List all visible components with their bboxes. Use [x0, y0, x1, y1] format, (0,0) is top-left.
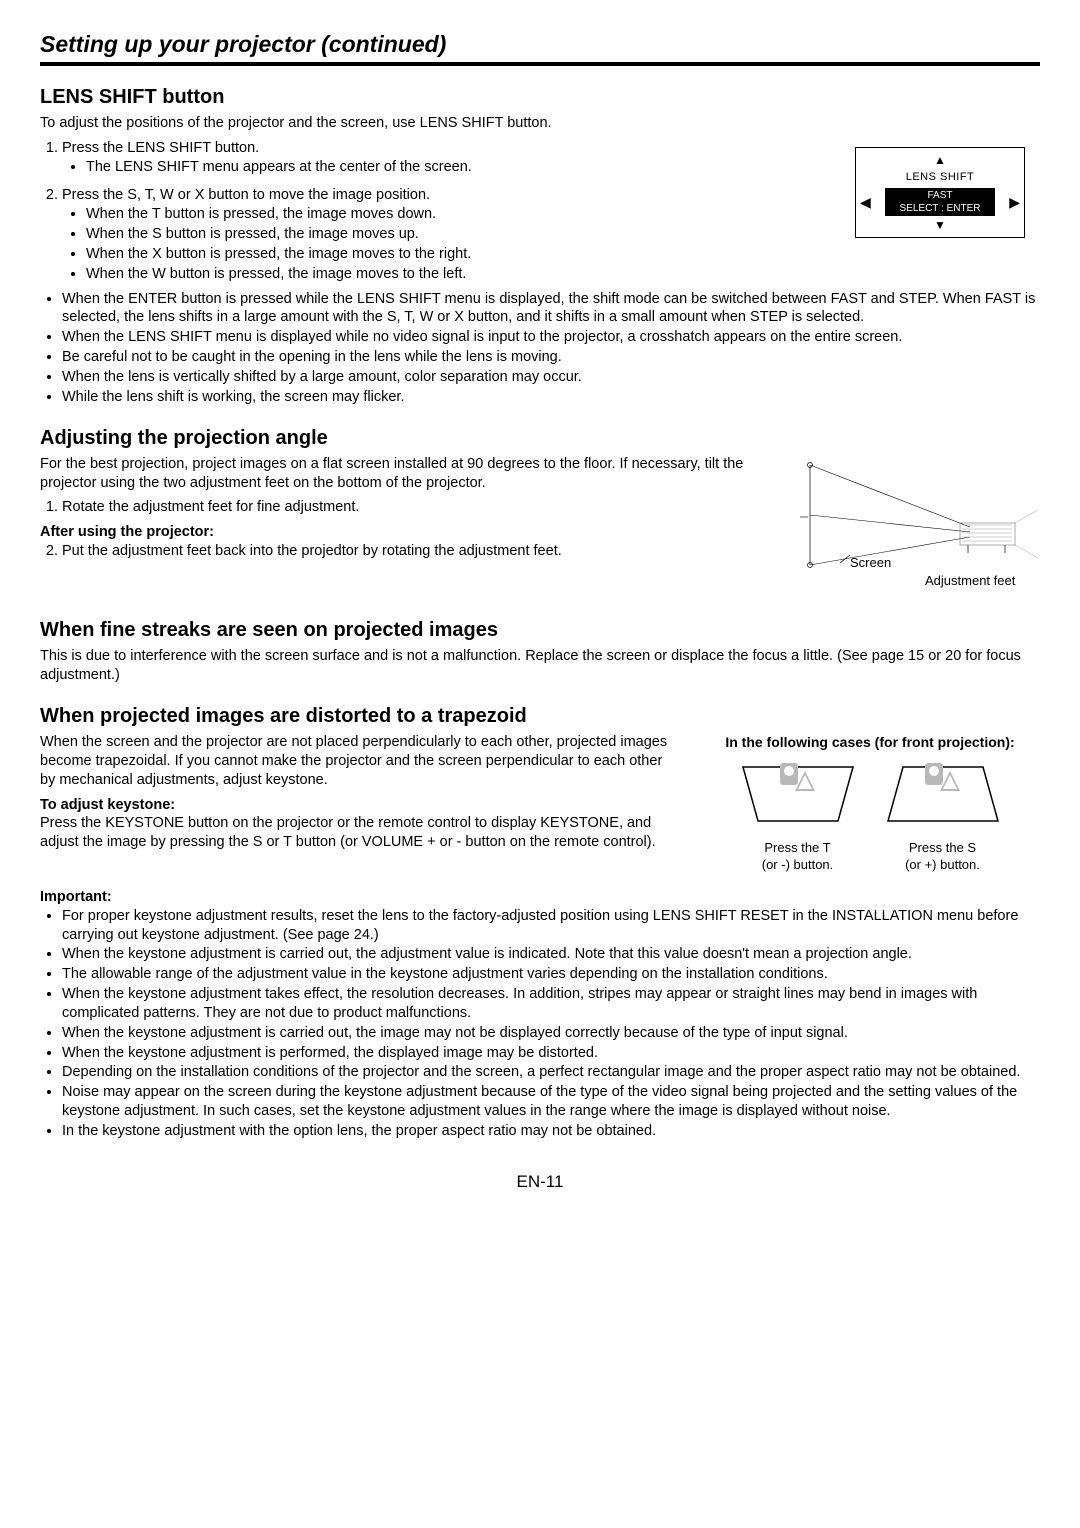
fast-box: FAST SELECT : ENTER — [885, 188, 995, 216]
arrow-down-icon: ▼ — [860, 219, 1020, 231]
lens-bullet-3: Be careful not to be caught in the openi… — [62, 348, 1040, 367]
trap1-line1: Press the T — [738, 840, 858, 857]
lens-bullet-5: While the lens shift is working, the scr… — [62, 388, 1040, 407]
angle-step1: Rotate the adjustment feet for fine adju… — [62, 498, 780, 517]
trapezoid-diagram-2 — [883, 759, 1003, 835]
arrow-right-icon: ▶ — [1009, 193, 1020, 211]
trap1-line2: (or -) button. — [738, 857, 858, 874]
page-number: EN-11 — [40, 1171, 1040, 1193]
lens-step2-text: Press the S, T, W or X button to move th… — [62, 187, 430, 203]
important-8: Noise may appear on the screen during th… — [62, 1083, 1040, 1121]
lens-bullet-1: When the ENTER button is pressed while t… — [62, 290, 1040, 328]
important-9: In the keystone adjustment with the opti… — [62, 1122, 1040, 1141]
streaks-heading: When fine streaks are seen on projected … — [40, 617, 1040, 643]
lens-step2-b4: When the W button is pressed, the image … — [86, 265, 835, 284]
trapezoid-diagram-1 — [738, 759, 858, 835]
page-header: Setting up your projector (continued) — [40, 30, 1040, 66]
select-label: SELECT : ENTER — [887, 202, 993, 215]
angle-after-label: After using the projector: — [40, 523, 780, 542]
lens-step2-b3: When the X button is pressed, the image … — [86, 245, 835, 264]
screen-label: Screen — [850, 555, 891, 572]
lens-diagram-title: LENS SHIFT — [860, 170, 1020, 184]
streaks-text: This is due to interference with the scr… — [40, 647, 1040, 685]
lens-shift-diagram: ▲ LENS SHIFT ◀ FAST SELECT : ENTER ▶ ▼ — [855, 147, 1025, 238]
lens-step-1: Press the LENS SHIFT button. The LENS SH… — [62, 139, 835, 177]
lens-step2-b1: When the T button is pressed, the image … — [86, 205, 835, 224]
angle-heading: Adjusting the projection angle — [40, 425, 1040, 451]
important-3: The allowable range of the adjustment va… — [62, 965, 1040, 984]
trap2-line2: (or +) button. — [883, 857, 1003, 874]
trapezoid-case-2: Press the S (or +) button. — [883, 759, 1003, 874]
trapezoid-case-1: Press the T (or -) button. — [738, 759, 858, 874]
important-1: For proper keystone adjustment results, … — [62, 907, 1040, 945]
trapezoid-intro: When the screen and the projector are no… — [40, 733, 680, 790]
important-6: When the keystone adjustment is performe… — [62, 1044, 1040, 1063]
important-4: When the keystone adjustment takes effec… — [62, 985, 1040, 1023]
cases-label: In the following cases (for front projec… — [700, 733, 1040, 751]
lens-step2-b2: When the S button is pressed, the image … — [86, 225, 835, 244]
trapezoid-heading: When projected images are distorted to a… — [40, 703, 1040, 729]
important-5: When the keystone adjustment is carried … — [62, 1024, 1040, 1043]
lens-shift-heading: LENS SHIFT button — [40, 84, 1040, 110]
fast-label: FAST — [887, 189, 993, 202]
lens-step1-text: Press the LENS SHIFT button. — [62, 140, 259, 156]
arrow-left-icon: ◀ — [860, 193, 871, 211]
arrow-up-icon: ▲ — [860, 154, 1020, 166]
angle-intro: For the best projection, project images … — [40, 455, 780, 493]
lens-shift-intro: To adjust the positions of the projector… — [40, 114, 1040, 133]
lens-step-2: Press the S, T, W or X button to move th… — [62, 186, 835, 283]
important-label: Important: — [40, 888, 1040, 907]
feet-label: Adjustment feet — [925, 573, 1015, 590]
trap2-line1: Press the S — [883, 840, 1003, 857]
lens-bullet-4: When the lens is vertically shifted by a… — [62, 368, 1040, 387]
angle-step2: Put the adjustment feet back into the pr… — [62, 542, 780, 561]
important-2: When the keystone adjustment is carried … — [62, 945, 1040, 964]
adjust-keystone-text: Press the KEYSTONE button on the project… — [40, 814, 680, 852]
important-7: Depending on the installation conditions… — [62, 1063, 1040, 1082]
lens-step1-bullet: The LENS SHIFT menu appears at the cente… — [86, 158, 835, 177]
adjust-keystone-label: To adjust keystone: — [40, 796, 680, 815]
lens-bullet-2: When the LENS SHIFT menu is displayed wh… — [62, 328, 1040, 347]
